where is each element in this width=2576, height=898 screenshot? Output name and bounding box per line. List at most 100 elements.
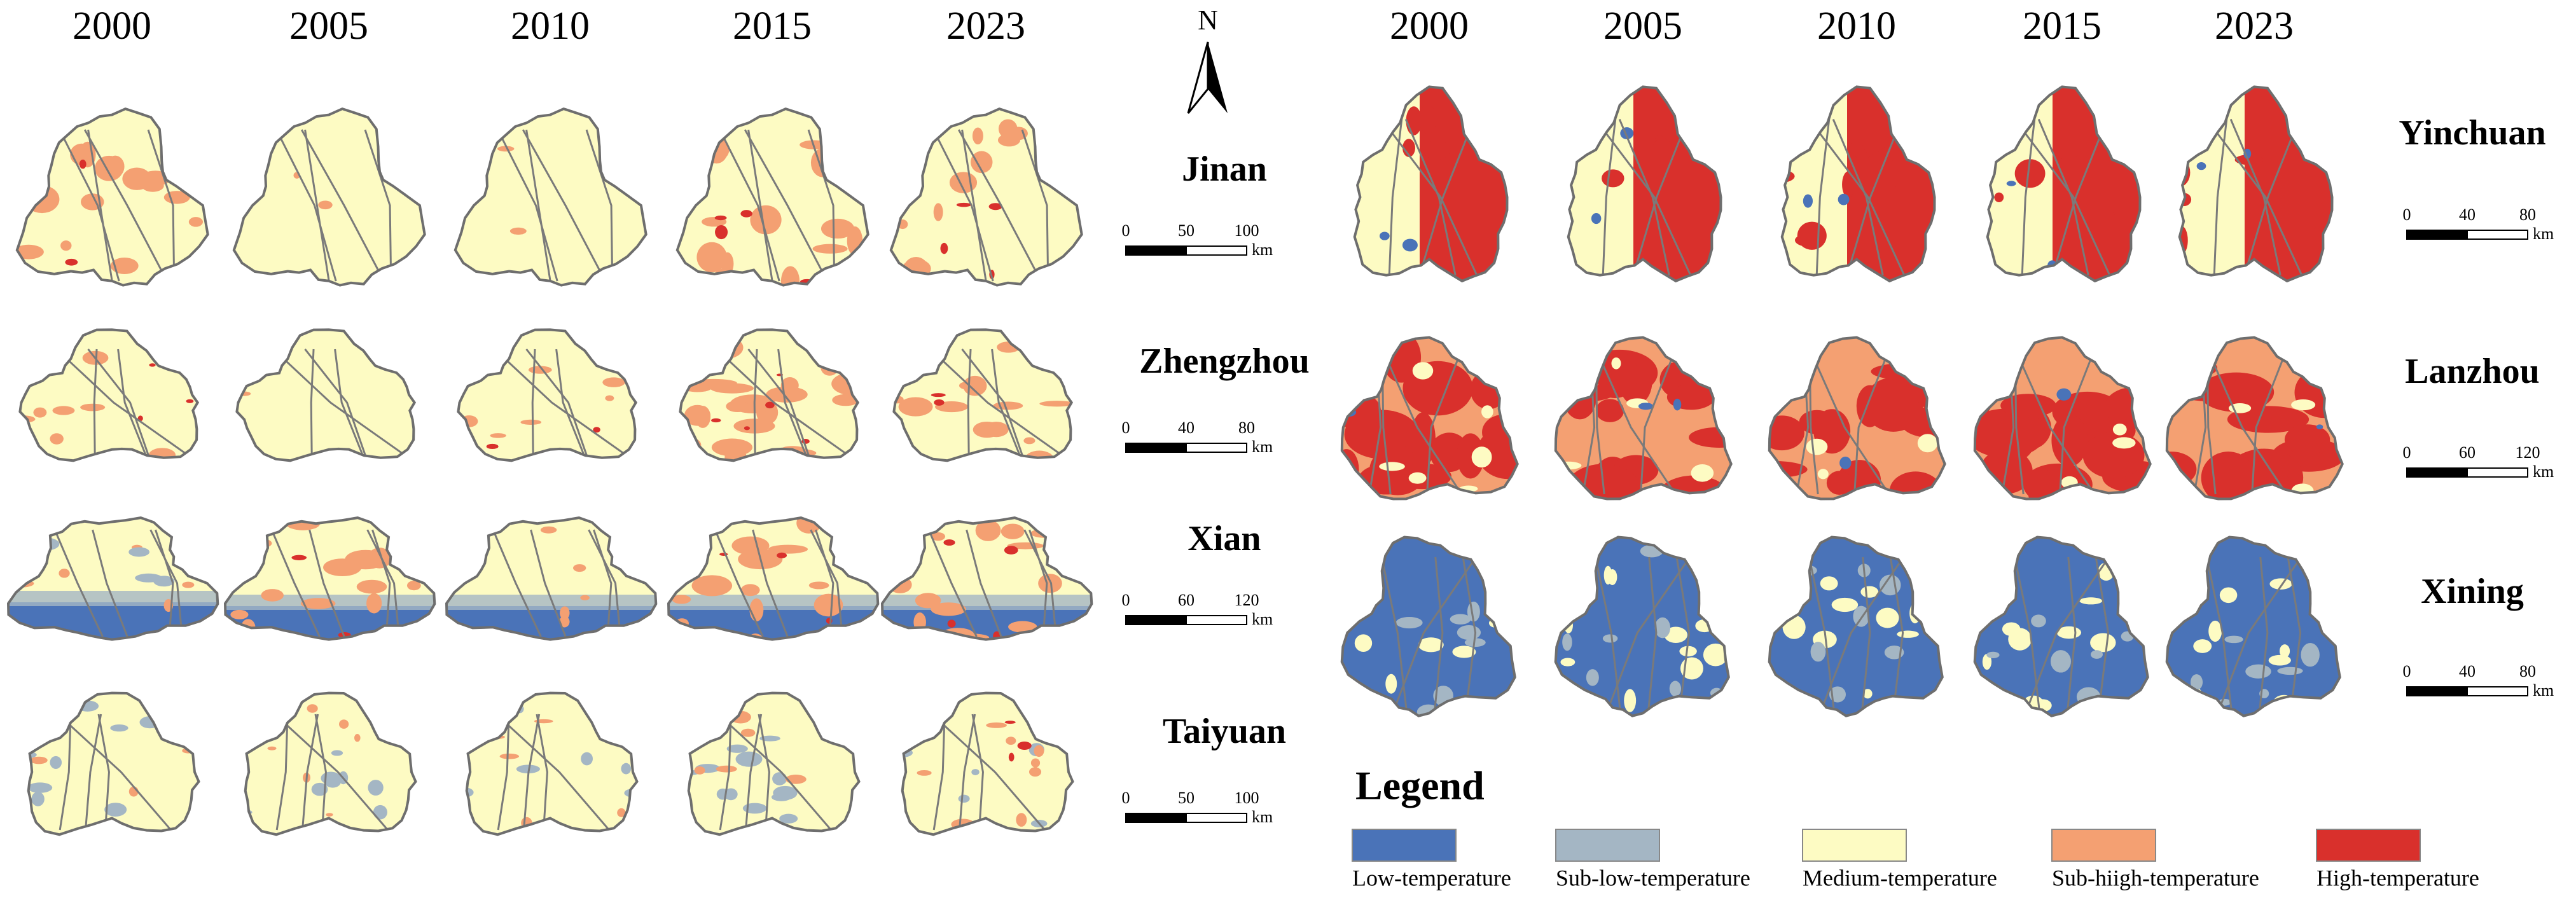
map-patch <box>988 203 1002 211</box>
district-line <box>55 348 190 457</box>
map-patch <box>931 532 946 541</box>
north-arrow: N <box>1187 4 1228 114</box>
map-patch <box>1591 212 1602 224</box>
district-line <box>497 714 510 831</box>
map-patch <box>894 450 919 457</box>
map-patch <box>711 418 721 423</box>
map-outline <box>457 328 638 462</box>
map-patch <box>1450 614 1471 625</box>
map-base <box>890 109 1082 286</box>
year-label: 2023 <box>946 4 1025 48</box>
map-patch <box>1008 621 1037 633</box>
year-label: 2000 <box>73 4 151 48</box>
district-line <box>1028 529 1048 637</box>
map-patch <box>2166 383 2179 394</box>
city-map <box>1973 336 2152 501</box>
district-line <box>807 129 836 282</box>
district-line <box>958 714 976 831</box>
map-base <box>894 329 1072 461</box>
district-line <box>2019 360 2096 495</box>
map-patch <box>387 735 403 742</box>
map-patch <box>988 453 1014 461</box>
district-line <box>304 349 367 457</box>
map-patch <box>79 159 87 169</box>
scale-black <box>2406 686 2468 696</box>
map-patch <box>1560 658 1575 667</box>
district-line <box>719 714 732 831</box>
map-patch <box>79 286 85 294</box>
district-line <box>929 348 1064 457</box>
map-patch <box>1001 523 1025 539</box>
map-patch <box>2050 650 2071 673</box>
city-map <box>1554 336 1733 501</box>
map-patch <box>1471 446 1492 468</box>
year-label: 2010 <box>1817 4 1896 48</box>
map-patch <box>326 813 333 817</box>
map-outline <box>901 691 1074 836</box>
map-patch <box>153 576 175 587</box>
scale-black <box>2406 230 2468 240</box>
district-line <box>1434 556 1444 709</box>
district-line <box>752 529 789 637</box>
district-line <box>334 349 364 457</box>
legend-label: Sub-hiigh-temperature <box>2052 865 2259 890</box>
district-line <box>536 714 548 831</box>
year-label: 2015 <box>2023 4 2102 48</box>
district-line <box>717 713 832 831</box>
map-patch <box>2051 414 2088 467</box>
map-patch <box>1055 726 1073 736</box>
map-patches <box>460 124 614 282</box>
map-patch <box>1062 715 1073 724</box>
district-line <box>1394 556 1477 709</box>
map-patch <box>1004 721 1016 724</box>
map-outline <box>1340 336 1519 501</box>
district-line <box>1388 119 1403 275</box>
map-patch <box>1799 352 1820 359</box>
map-patch <box>1803 194 1813 208</box>
city-map <box>1768 535 1944 717</box>
scale-white <box>1186 615 1247 625</box>
map-patch <box>933 203 943 221</box>
map-patch <box>971 151 993 174</box>
map-outline <box>667 516 880 641</box>
district-line <box>304 129 330 282</box>
map-outline <box>892 328 1074 462</box>
map-patch <box>110 724 128 732</box>
map-patch <box>2027 467 2054 499</box>
map-base <box>688 693 859 835</box>
city-map <box>675 107 869 287</box>
map-patch <box>726 744 748 753</box>
map-patch <box>1457 625 1481 640</box>
city-map <box>232 107 426 287</box>
map-patch <box>254 717 284 724</box>
district-line <box>747 129 773 282</box>
scale-tick-label: 0 <box>2403 662 2411 680</box>
district-line <box>83 129 168 282</box>
map-patch <box>263 638 270 640</box>
map-patch <box>1884 646 1904 660</box>
map-patch <box>832 528 853 539</box>
district-line <box>585 129 614 282</box>
map-outline <box>2165 535 2341 717</box>
district-line <box>1386 360 1463 495</box>
legend-swatch <box>1352 829 1457 862</box>
city-map <box>27 691 200 836</box>
map-patch <box>947 619 956 628</box>
north-label: N <box>1198 4 1218 36</box>
map-patch <box>772 772 787 785</box>
map-patch <box>1876 607 1899 628</box>
city-map <box>2178 85 2334 283</box>
map-patch <box>975 520 1001 541</box>
map-patch <box>931 393 946 397</box>
map-patch <box>406 580 421 591</box>
map-patch <box>486 443 499 450</box>
map-outline <box>1986 85 2142 283</box>
map-patch <box>759 735 780 742</box>
map-patch <box>934 399 945 406</box>
map-patch <box>1004 546 1018 555</box>
map-patch <box>2296 152 2322 165</box>
map-patch <box>1797 221 1827 250</box>
map-patch <box>2170 359 2181 373</box>
map-patch <box>163 191 190 204</box>
map-patch <box>2082 432 2145 479</box>
